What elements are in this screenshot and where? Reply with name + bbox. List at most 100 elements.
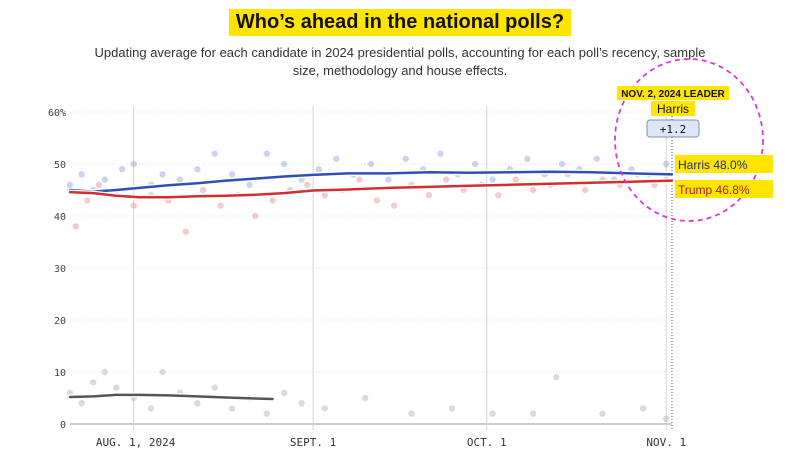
harris-poll-dot: [159, 171, 166, 178]
harris-poll-dot: [558, 160, 566, 168]
chart-subtitle: Updating average for each candidate in 2…: [94, 45, 706, 78]
trump-poll-dot: [321, 192, 328, 199]
harris-poll-dot: [367, 160, 375, 168]
chart-title: Who’s ahead in the national polls?: [228, 9, 572, 36]
harris-poll-dot: [663, 160, 670, 168]
harris-end-label: Harris 48.0%: [678, 158, 748, 172]
trump-poll-dot: [199, 186, 207, 194]
trump-poll-dot: [269, 197, 276, 204]
other-poll-dot: [408, 410, 415, 417]
trump-poll-dot: [390, 202, 398, 209]
annotation-circle: [614, 58, 764, 222]
average-lines: [67, 169, 675, 402]
trump-poll-dot: [252, 212, 259, 220]
trump-poll-dot: [130, 202, 137, 209]
harris-poll-dot: [333, 155, 340, 162]
harris-poll-dot: [246, 181, 253, 188]
other-poll-dot: [362, 394, 369, 402]
harris-average-line: [68, 170, 674, 193]
y-tick-label: 60%: [48, 108, 66, 119]
trump-poll-dot: [425, 192, 433, 199]
trump-poll-dot: [529, 186, 537, 194]
trump-end-highlight: [675, 180, 773, 198]
leader-date: NOV. 2, 2024 LEADER: [621, 89, 725, 100]
trump-poll-dot: [581, 186, 589, 194]
harris-poll-dot: [437, 150, 444, 157]
harris-poll-dot: [489, 176, 496, 183]
trump-poll-dot: [84, 197, 91, 204]
harris-poll-dot: [628, 166, 635, 173]
other-poll-dot: [194, 400, 201, 407]
other-poll-dot: [228, 405, 236, 412]
trump-poll-dot: [217, 202, 224, 209]
harris-poll-dot: [263, 150, 271, 157]
other-poll-dot: [66, 389, 74, 396]
other-poll-dot: [529, 410, 537, 417]
leader-margin: +1.2: [660, 123, 687, 136]
trump-poll-dot: [304, 181, 311, 188]
y-tick-label: 40: [54, 212, 66, 223]
y-tick-label: 20: [54, 316, 66, 327]
trump-poll-dot: [95, 181, 103, 188]
y-tick-label: 30: [54, 264, 66, 275]
other-poll-dot: [599, 410, 606, 417]
trump-poll-dot: [512, 176, 519, 183]
y-tick-label: 0: [60, 420, 66, 431]
harris-poll-dot: [211, 150, 218, 157]
harris-poll-dot: [118, 166, 126, 173]
other-poll-dot: [553, 374, 560, 381]
other-poll-dot: [298, 400, 305, 407]
harris-poll-dot: [402, 155, 409, 162]
other-poll-dot: [89, 379, 97, 386]
other-poll-dot: [663, 415, 670, 422]
other-poll-dot: [211, 384, 218, 391]
other-poll-dot: [113, 384, 120, 391]
harris-poll-dot: [593, 155, 600, 162]
harris-poll-dot: [130, 160, 137, 168]
other-poll-dot: [78, 400, 85, 407]
gridlines: [70, 98, 673, 430]
harris-poll-dot: [194, 166, 201, 173]
x-tick-label: SEPT. 1: [290, 436, 336, 449]
other-poll-dot: [263, 410, 271, 417]
other-poll-dot: [280, 389, 288, 396]
harris-poll-dot: [66, 181, 74, 188]
y-tick-label: 50: [54, 160, 66, 171]
title-wrap: Who’s ahead in the national polls?: [0, 9, 800, 36]
leader-date-highlight: [617, 86, 729, 100]
harris-poll-dot: [280, 160, 288, 168]
trump-poll-dot: [495, 192, 502, 199]
harris-poll-dot: [524, 155, 531, 162]
harris-poll-dot: [78, 171, 85, 178]
trump-poll-dot: [72, 223, 79, 230]
other-poll-dot: [639, 405, 647, 412]
trump-average-line: [68, 179, 674, 199]
harris-poll-dot: [101, 176, 108, 183]
other-poll-dot: [159, 368, 166, 376]
trump-end-label: Trump 46.8%: [678, 183, 750, 197]
other-average-line: [68, 393, 274, 401]
harris-end-highlight: [675, 155, 773, 173]
harris-poll-dot: [471, 160, 479, 168]
other-poll-dot: [147, 405, 155, 412]
harris-poll-dot: [385, 176, 392, 183]
trump-poll-dot: [443, 176, 450, 183]
x-tick-label: OCT. 1: [467, 436, 507, 449]
harris-poll-dot: [228, 171, 236, 178]
other-poll-dot: [101, 368, 108, 376]
x-tick-label: NOV. 1: [646, 436, 686, 449]
leader-margin-badge: [646, 119, 700, 138]
x-tick-label: AUG. 1, 2024: [96, 436, 176, 449]
leader-name: Harris: [657, 102, 689, 116]
harris-poll-dot: [315, 166, 323, 173]
y-tick-label: 10: [54, 368, 66, 379]
axes: 0 10 20 30 40 50 60% AUG. 1, 2024 SEPT. 1 OCT. 1 N…: [48, 108, 686, 449]
leader-name-highlight: [651, 101, 695, 116]
trump-poll-dot: [356, 176, 363, 183]
other-poll-dot: [321, 405, 328, 412]
trump-poll-dot: [373, 197, 380, 204]
trump-poll-dot: [182, 228, 189, 235]
other-poll-dot: [448, 405, 456, 412]
harris-poll-dot: [176, 176, 184, 183]
